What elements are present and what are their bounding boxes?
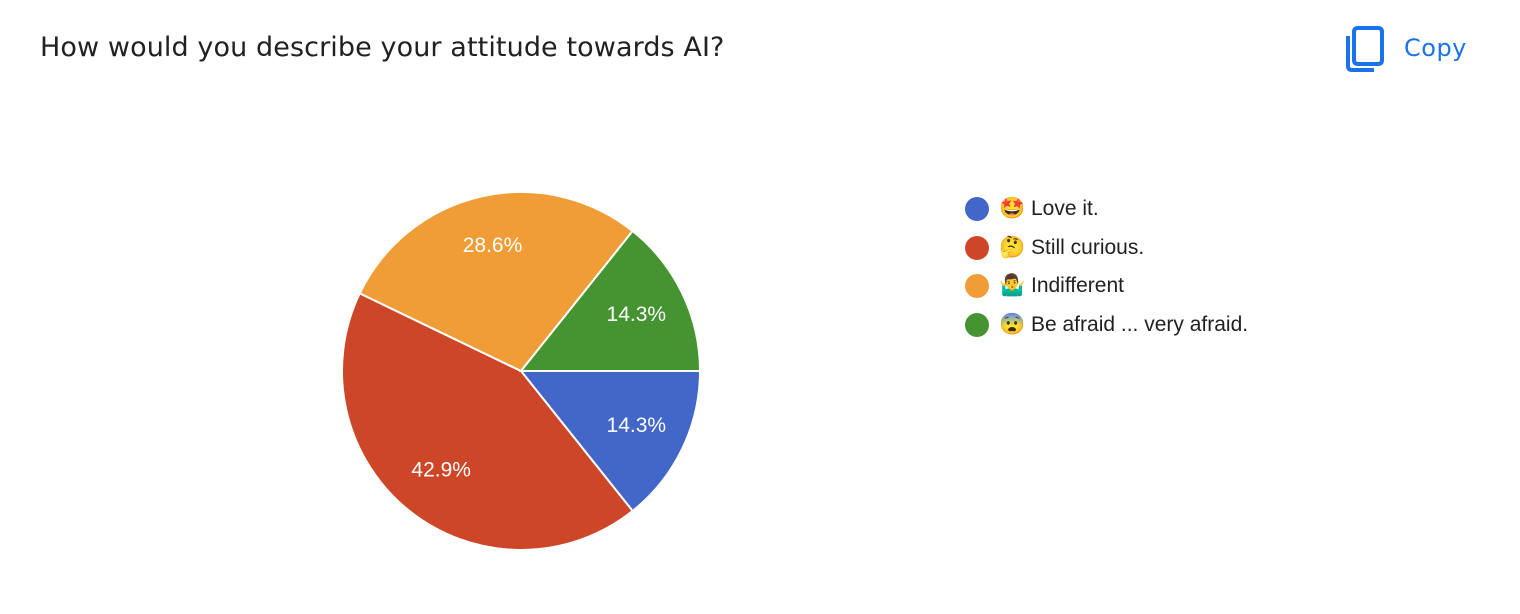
chart-legend: 🤩 Love it. 🤔 Still curious. 🤷‍♂️ Indiffe… xyxy=(965,190,1248,344)
pie-slice xyxy=(518,370,702,513)
legend-item: 😨 Be afraid ... very afraid. xyxy=(965,306,1248,345)
slice-percent-label: 14.3% xyxy=(607,303,667,326)
legend-marker xyxy=(965,235,989,260)
legend-item: 🤷‍♂️ Indifferent xyxy=(965,267,1248,306)
legend-label: 😨 Be afraid ... very afraid. xyxy=(999,312,1249,336)
pie-slice xyxy=(341,291,635,551)
legend-item: 🤔 Still curious. xyxy=(965,229,1248,268)
legend-marker xyxy=(965,197,989,222)
legend-label: 🤔 Still curious. xyxy=(999,235,1145,259)
pie-slice xyxy=(358,191,635,373)
copy-button[interactable]: Copy xyxy=(1336,24,1475,72)
copy-icon xyxy=(1344,24,1388,72)
slice-percent-label: 14.3% xyxy=(607,414,667,437)
legend-label: 🤩 Love it. xyxy=(999,197,1099,221)
copy-label: Copy xyxy=(1404,34,1467,62)
legend-label: 🤷‍♂️ Indifferent xyxy=(999,274,1124,298)
legend-item: 🤩 Love it. xyxy=(965,190,1248,229)
pie-slice xyxy=(518,229,702,372)
question-title: How would you describe your attitude tow… xyxy=(40,32,725,63)
legend-marker xyxy=(965,312,989,337)
legend-marker xyxy=(965,274,989,299)
slice-percent-label: 42.9% xyxy=(411,459,471,482)
slice-percent-label: 28.6% xyxy=(463,234,523,257)
